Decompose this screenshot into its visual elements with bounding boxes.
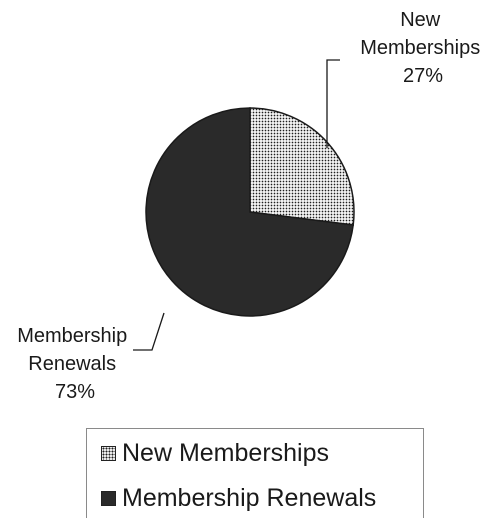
slice-label-new-memberships: New Memberships 27% <box>360 9 486 87</box>
pie-slices <box>145 107 355 317</box>
legend-label: New Memberships <box>122 439 330 467</box>
legend-swatch-solid-icon <box>101 490 116 506</box>
legend-label: Membership Renewals <box>122 484 377 512</box>
pie-slice-membership-renewals <box>145 107 355 317</box>
legend-swatch-dotted-icon <box>101 445 116 461</box>
leader-line-new-memberships <box>326 59 340 148</box>
pie-slice-new-memberships <box>249 107 355 226</box>
leader-lines <box>133 59 340 351</box>
legend-item-new-memberships: New Memberships <box>101 438 329 468</box>
chart-legend: New Memberships Membership Renewals <box>86 428 424 518</box>
slice-label-membership-renewals: Membership Renewals 73% <box>17 325 133 403</box>
leader-line-membership-renewals <box>133 312 165 351</box>
legend-item-membership-renewals: Membership Renewals <box>101 483 376 513</box>
